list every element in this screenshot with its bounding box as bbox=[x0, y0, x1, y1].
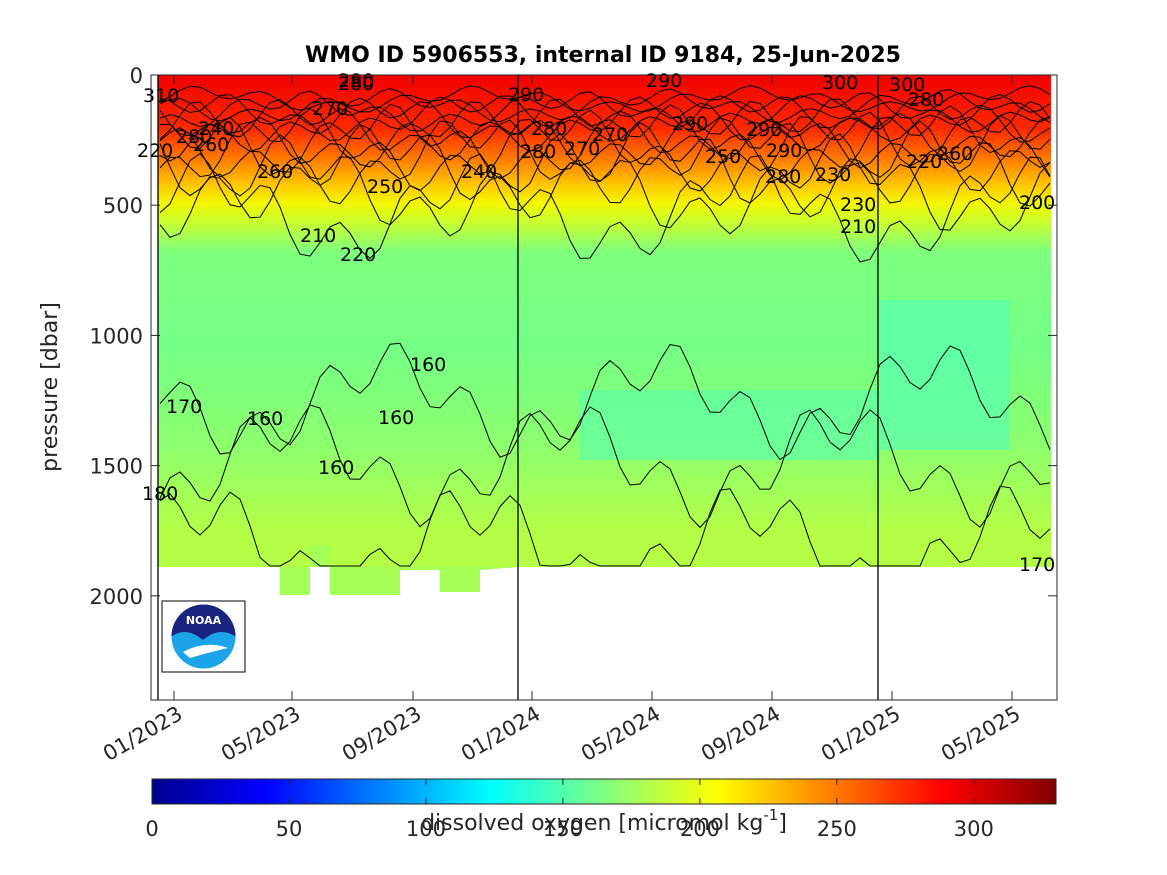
x-tick-label: 05/2025 bbox=[937, 702, 1025, 766]
contour-value-label: 280 bbox=[176, 126, 212, 148]
contour-line bbox=[159, 98, 1051, 162]
contour-value-label: 290 bbox=[766, 140, 802, 162]
contour-value-label: 290 bbox=[672, 113, 708, 135]
contour-value-label: 300 bbox=[889, 74, 925, 96]
x-tick-label: 05/2023 bbox=[217, 702, 305, 766]
colorbar-tick-label: 250 bbox=[817, 817, 857, 841]
colorbar-ticks: 0 50 100 150 200 250 300 bbox=[145, 779, 994, 841]
contour-value-label: 170 bbox=[166, 396, 202, 418]
contour-value-label: 280 bbox=[531, 118, 567, 140]
contour-value-label: 310 bbox=[143, 85, 179, 107]
contour-value-label: 270 bbox=[564, 138, 600, 160]
contour-value-label: 210 bbox=[840, 216, 876, 238]
y-tick-label: 2000 bbox=[90, 585, 143, 609]
contour-value-label: 290 bbox=[508, 84, 544, 106]
noaa-logo-text: NOAA bbox=[186, 614, 222, 627]
colorbar-tick-label: 100 bbox=[406, 817, 446, 841]
colorbar-tick-label: 50 bbox=[276, 817, 303, 841]
contour-value-label: 250 bbox=[705, 146, 741, 168]
contour-line bbox=[159, 404, 1051, 529]
contour-value-label: 210 bbox=[300, 225, 336, 247]
y-tick-label: 0 bbox=[130, 64, 143, 88]
x-tick-label: 09/2023 bbox=[338, 702, 426, 766]
contour-line bbox=[159, 120, 1051, 219]
axes-box bbox=[150, 74, 1058, 701]
contour-value-label: 280 bbox=[520, 141, 556, 163]
contour-value-label: 260 bbox=[937, 143, 973, 165]
contour-value-label: 160 bbox=[247, 408, 283, 430]
y-tick-label: 500 bbox=[103, 194, 143, 218]
contour-line bbox=[159, 485, 1051, 567]
x-tick-label: 01/2024 bbox=[457, 702, 545, 766]
contour-line bbox=[159, 88, 1051, 123]
colorbar-tick-label: 150 bbox=[543, 817, 583, 841]
y-axis-label: pressure [dbar] bbox=[38, 302, 63, 472]
contour-line bbox=[159, 93, 1051, 142]
colorbar-tick-label: 300 bbox=[954, 817, 994, 841]
contour-line bbox=[159, 103, 1051, 181]
contour-line bbox=[159, 90, 1051, 133]
contour-value-label: 270 bbox=[312, 98, 348, 120]
contour-value-label: 290 bbox=[746, 119, 782, 141]
colorbar: 0 50 100 150 200 250 300 dissolved oxygen [mic… bbox=[145, 778, 1057, 841]
contour-value-label: 220 bbox=[137, 140, 173, 162]
contour-value-label: 260 bbox=[193, 134, 229, 156]
noaa-logo: NOAA bbox=[161, 600, 246, 673]
contour-value-label: 160 bbox=[318, 457, 354, 479]
contour-value-label: 180 bbox=[142, 483, 178, 505]
colorbar-gradient bbox=[151, 778, 1057, 805]
contour-value-label: 300 bbox=[822, 72, 858, 94]
cyan-low-oxygen-band-2 bbox=[880, 300, 1010, 450]
y-tick-label: 1500 bbox=[90, 455, 143, 479]
x-tick-label: 01/2023 bbox=[99, 702, 187, 766]
contour-lines bbox=[159, 85, 1051, 567]
contour-value-label: 260 bbox=[257, 161, 293, 183]
contour-value-label: 200 bbox=[1019, 192, 1055, 214]
contour-value-label: 240 bbox=[198, 118, 234, 140]
contour-value-label: 270 bbox=[592, 124, 628, 146]
colorbar-label: dissolved oxygen [micromol kg-1] bbox=[421, 806, 787, 836]
chart-title: WMO ID 5906553, internal ID 9184, 25-Jun… bbox=[305, 43, 901, 68]
contour-value-label: 160 bbox=[410, 354, 446, 376]
contour-value-label: 230 bbox=[815, 164, 851, 186]
contour-value-label: 160 bbox=[378, 407, 414, 429]
contour-value-label: 290 bbox=[646, 70, 682, 92]
contour-value-label: 170 bbox=[1019, 554, 1055, 576]
contour-line bbox=[159, 152, 1051, 263]
x-tick-label: 01/2025 bbox=[817, 702, 905, 766]
contour-value-label: 280 bbox=[765, 166, 801, 188]
colorbar-tick-label: 0 bbox=[145, 817, 158, 841]
x-tick-label: 09/2024 bbox=[697, 702, 785, 766]
contour-value-label: 220 bbox=[906, 151, 942, 173]
y-tick-label: 1000 bbox=[90, 324, 143, 348]
contour-value-label: 220 bbox=[340, 244, 376, 266]
colorbar-tick-label: 200 bbox=[680, 817, 720, 841]
contour-line bbox=[159, 114, 1051, 205]
y-axis-ticks: 0 500 1000 1500 2000 bbox=[90, 64, 1057, 609]
contour-value-label: 280 bbox=[908, 89, 944, 111]
contour-line bbox=[159, 107, 1051, 192]
cyan-low-oxygen-band bbox=[580, 390, 880, 460]
contour-line bbox=[159, 133, 1051, 239]
contour-value-label: 240 bbox=[461, 161, 497, 183]
deep-profile-extension bbox=[280, 545, 518, 595]
contour-value-label: 230 bbox=[840, 194, 876, 216]
contour-value-label: 250 bbox=[367, 176, 403, 198]
x-tick-label: 05/2024 bbox=[577, 702, 665, 766]
contour-value-label: 280 bbox=[338, 73, 374, 95]
